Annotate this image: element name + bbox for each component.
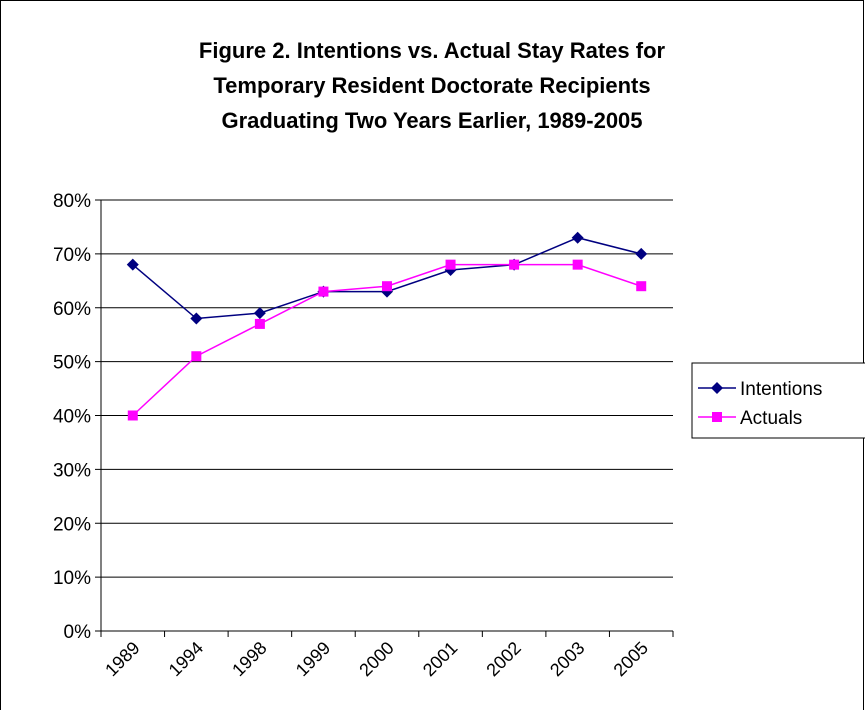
data-point [191, 351, 202, 362]
data-point [190, 312, 203, 325]
legend-label: Actuals [740, 408, 802, 429]
y-tick-label: 50% [53, 353, 91, 374]
data-point [126, 258, 139, 271]
legend-label: Intentions [740, 379, 822, 400]
y-tick-label: 60% [53, 299, 91, 320]
y-tick-label: 30% [53, 460, 91, 481]
legend-marker [712, 412, 722, 422]
data-point [635, 247, 648, 260]
y-tick-label: 70% [53, 245, 91, 266]
data-point [127, 410, 138, 421]
data-point [382, 281, 392, 292]
y-tick-label: 10% [53, 568, 91, 589]
legend-marker [711, 382, 723, 394]
chart-title: Figure 2. Intentions vs. Actual Stay Rat… [199, 38, 666, 63]
data-point [254, 318, 265, 329]
data-point [509, 259, 520, 270]
data-point [571, 231, 584, 244]
data-point [572, 259, 583, 270]
data-point [253, 307, 266, 320]
chart-title: Graduating Two Years Earlier, 1989-2005 [221, 108, 642, 133]
y-tick-label: 40% [53, 407, 91, 428]
y-tick-label: 80% [53, 191, 91, 212]
chart-title: Temporary Resident Doctorate Recipients [213, 73, 650, 98]
y-tick-label: 0% [64, 622, 92, 643]
data-point [445, 259, 456, 270]
legend-box [691, 362, 865, 439]
data-point [636, 281, 647, 292]
y-tick-label: 20% [53, 514, 91, 535]
data-point [318, 286, 329, 297]
